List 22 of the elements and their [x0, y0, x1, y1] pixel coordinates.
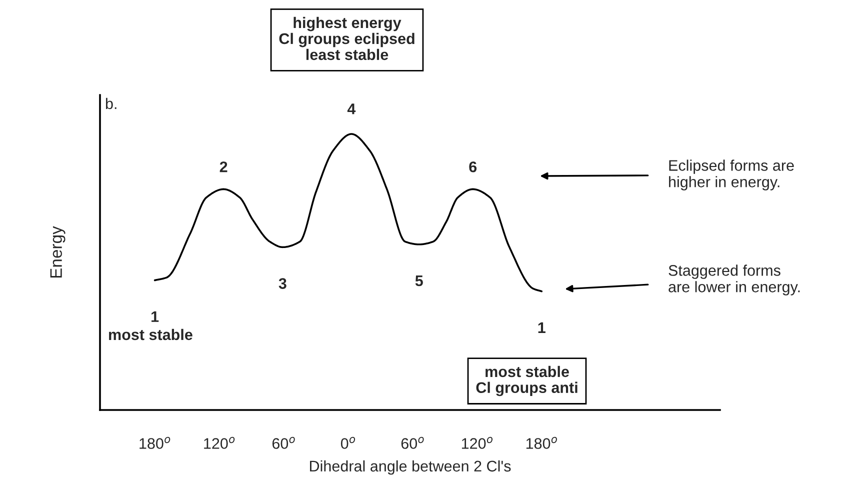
annotation: Staggered forms are lower in energy. — [668, 264, 800, 296]
x-axis-title: Dihedral angle between 2 Cl's — [310, 460, 511, 475]
text: b. — [106, 98, 116, 110]
text: highest energy Cl groups eclipsed least stable — [279, 16, 414, 60]
annotation: most stable Cl groups anti — [476, 366, 578, 396]
x-tick-label: 180$^{o}$ — [526, 436, 557, 449]
x-tick-label: 180$^{o}$ — [140, 436, 170, 449]
annotation: most stable — [109, 328, 192, 340]
x-tick-label: 60$^{o}$ — [401, 436, 424, 449]
annotation: 4 — [347, 104, 356, 114]
x-tick-label: 0$^{o}$ — [340, 436, 356, 449]
annotation: 1 — [538, 322, 546, 333]
annotation: 1 — [152, 311, 159, 322]
x-tick-label: 60$^{o}$ — [272, 436, 295, 449]
annotation: 2 — [220, 161, 228, 172]
x-tick-label: 120$^{o}$ — [462, 436, 492, 449]
annotation: 3 — [278, 278, 286, 289]
y-axis-title: Energy — [50, 226, 66, 278]
annotation: 6 — [469, 161, 477, 172]
x-tick-label: 120$^{o}$ — [204, 436, 235, 449]
annotation: Eclipsed forms are higher in energy. — [669, 160, 794, 190]
annotation: 5 — [415, 276, 423, 286]
